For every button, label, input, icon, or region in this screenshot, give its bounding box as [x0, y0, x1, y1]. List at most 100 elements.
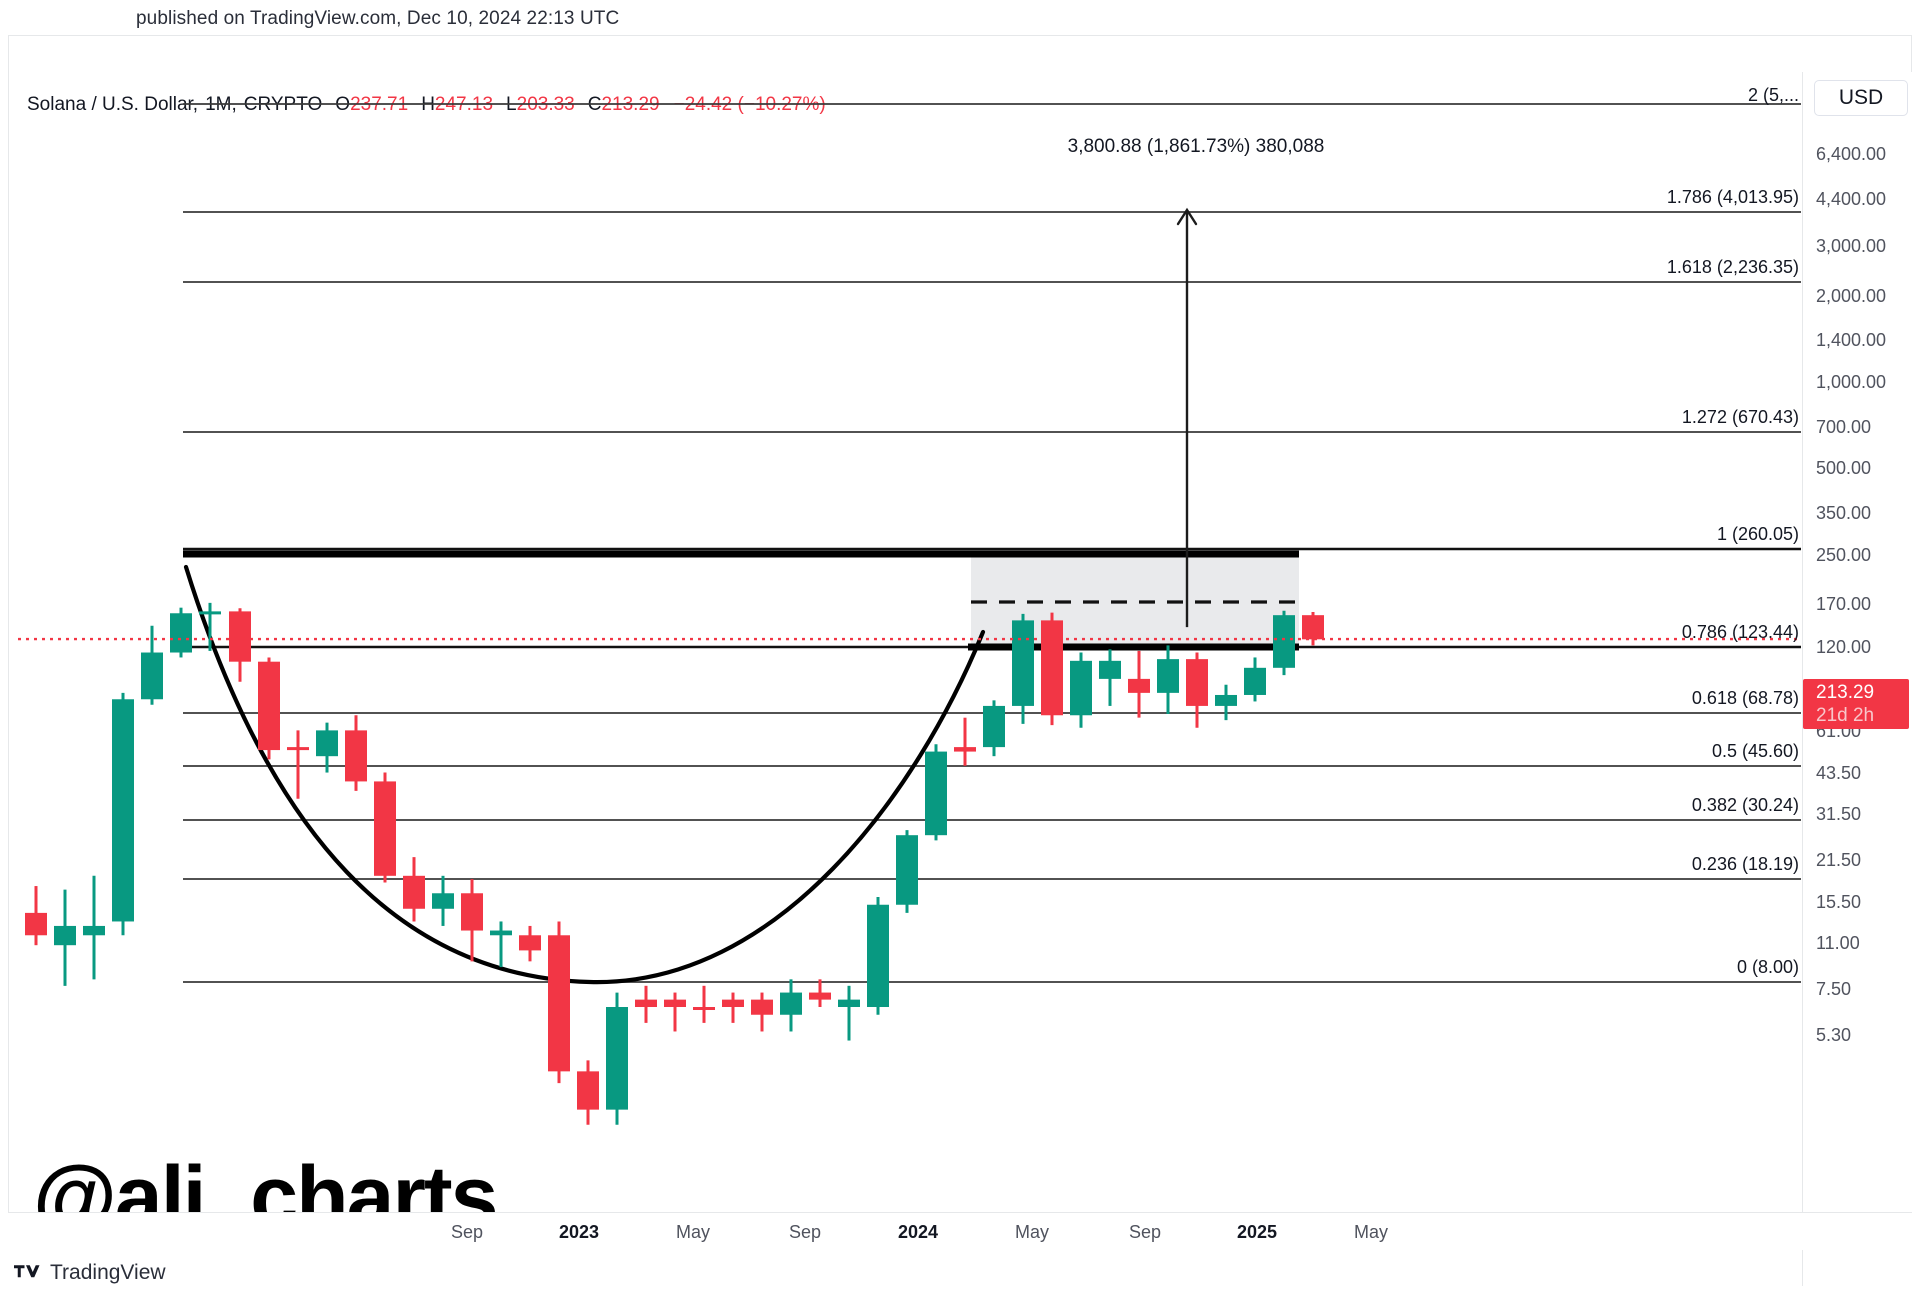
candle-body [635, 999, 657, 1008]
price-plot-area[interactable] [18, 72, 1801, 1248]
candle-body [25, 912, 47, 936]
candle-body [838, 999, 860, 1008]
fibonacci-level-label: 0.618 (68.78) [1691, 688, 1799, 708]
candle-body [780, 992, 802, 1015]
candle-body [722, 999, 744, 1008]
candle-body [1128, 678, 1150, 693]
candle-body [316, 730, 338, 757]
fibonacci-level-label: 1.618 (2,236.35) [1666, 257, 1799, 277]
price-tick-label: 500.00 [1816, 458, 1872, 478]
published-timestamp: published on TradingView.com, Dec 10, 20… [136, 8, 620, 29]
fibonacci-level-label: 0.236 (18.19) [1691, 854, 1799, 874]
price-tick-label: 1,400.00 [1816, 330, 1887, 350]
candle-body [954, 747, 976, 752]
candle-body [1099, 660, 1121, 679]
tradingview-logo-icon [14, 1264, 40, 1277]
candle-body [1070, 660, 1092, 716]
candle-body [925, 751, 947, 836]
fibonacci-lines-group [183, 103, 1801, 983]
candle-body [1215, 694, 1237, 706]
price-tick-label: 6,400.00 [1816, 144, 1887, 164]
price-tick-label: 4,400.00 [1816, 189, 1887, 209]
candle-body [809, 992, 831, 1000]
candle-body [577, 1071, 599, 1110]
candle-body [229, 611, 251, 662]
price-scale[interactable]: USD 6,400.00 4,400.00 3,000.00 2,000.00 1,40… [1802, 72, 1920, 1286]
fibonacci-level-label: 1 (260.05) [1716, 524, 1799, 544]
price-tick-label: 43.50 [1816, 763, 1862, 783]
candlestick-svg [18, 103, 1801, 1125]
legend-symbol[interactable]: Solana / U.S. Dollar, [27, 94, 199, 115]
candle-body [1186, 659, 1208, 706]
candle-body [403, 875, 425, 909]
fibonacci-level-label: 1.272 (670.43) [1681, 407, 1799, 427]
candle-body [1302, 615, 1324, 640]
candle-body [751, 999, 773, 1015]
candle-body [693, 1007, 715, 1011]
chart-frame: Solana / U.S. Dollar, 1M, CRYPTO O 237.71… [8, 35, 1920, 1286]
candle-body [141, 652, 163, 700]
last-price-badge[interactable]: 213.29 21d 2h [1803, 679, 1909, 729]
fibonacci-level-label: 1.786 (4,013.95) [1666, 187, 1799, 207]
tradingview-brand: TradingView [50, 1261, 166, 1284]
projection-arrow-group [1176, 207, 1198, 628]
time-scale[interactable]: Sep 2023 May Sep 2024 May Sep 2025 May [8, 1212, 1912, 1250]
projection-arrow-label: 3,800.88 (1,861.73%) 380,088 [1067, 136, 1325, 157]
price-tick-label: 350.00 [1816, 503, 1872, 523]
price-tick-label: 21.50 [1816, 850, 1862, 870]
price-tick-label: 7.50 [1816, 979, 1852, 999]
last-price-value: 213.29 [1816, 682, 1875, 703]
price-tick-label: 3,000.00 [1816, 236, 1887, 256]
fibonacci-level-label: 0.786 (123.44) [1681, 622, 1799, 642]
price-tick-label: 700.00 [1816, 417, 1872, 437]
candle-body [461, 893, 483, 931]
price-tick-label: 2,000.00 [1816, 286, 1887, 306]
time-tick-label: 2025 [1236, 1222, 1278, 1242]
candle-body [199, 611, 221, 615]
currency-badge[interactable]: USD [1814, 80, 1908, 116]
price-tick-label: 11.00 [1816, 933, 1860, 953]
time-tick-label: Sep [1128, 1222, 1162, 1242]
time-tick-label: May [1353, 1222, 1389, 1242]
rounded-bottom-arc [183, 564, 986, 985]
candle-body [1012, 620, 1034, 706]
time-tick-label: Sep [450, 1222, 484, 1242]
candle-body [287, 747, 309, 751]
candle-body [867, 904, 889, 1008]
candle-body [345, 730, 367, 782]
candle-body [983, 705, 1005, 748]
candle-body [432, 893, 454, 909]
price-tick-label: 120.00 [1816, 637, 1872, 657]
price-tick-label: 31.50 [1816, 804, 1862, 824]
candle-body [1157, 659, 1179, 693]
candle-body [1041, 620, 1063, 716]
candle-body [1244, 667, 1266, 695]
consolidation-box-group [183, 550, 1299, 651]
candle-body [112, 699, 134, 922]
time-tick-label: 2023 [558, 1222, 600, 1242]
fibonacci-level-label: 2 (5,... [1747, 85, 1799, 105]
price-tick-label: 5.30 [1816, 1025, 1852, 1045]
tradingview-footer: TradingView [14, 1258, 166, 1288]
candles-group [25, 602, 1324, 1125]
rounded-bottom-arc-group [183, 564, 986, 985]
candle-body [664, 999, 686, 1008]
candle-body [548, 935, 570, 1072]
fibonacci-level-label: 0 (8.00) [1736, 957, 1799, 977]
candle-body [519, 935, 541, 951]
price-tick-label: 170.00 [1816, 594, 1872, 614]
price-tick-label: 1,000.00 [1816, 372, 1887, 392]
time-tick-label: May [675, 1222, 711, 1242]
candle-body [83, 925, 105, 936]
price-tick-label: 15.50 [1816, 892, 1862, 912]
candle-body [170, 613, 192, 653]
time-tick-label: May [1014, 1222, 1050, 1242]
candle-body [374, 781, 396, 876]
time-tick-label: 2024 [897, 1222, 939, 1242]
candle-body [896, 835, 918, 905]
projection-arrow-head [1176, 207, 1198, 226]
candle-body [490, 930, 512, 936]
candle-body [606, 1007, 628, 1110]
price-tick-label: 250.00 [1816, 545, 1872, 565]
fibonacci-level-label: 0.382 (30.24) [1691, 795, 1799, 815]
